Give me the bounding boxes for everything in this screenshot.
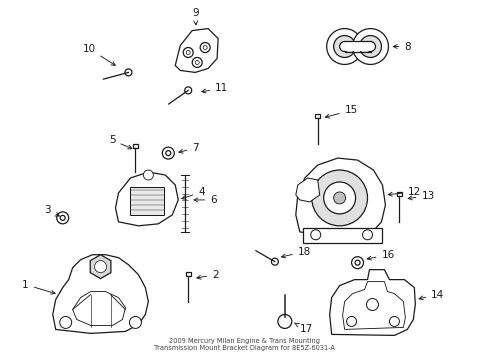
Circle shape bbox=[271, 258, 278, 265]
Text: 3: 3 bbox=[44, 205, 59, 216]
Circle shape bbox=[183, 48, 193, 58]
Text: 10: 10 bbox=[82, 44, 115, 66]
Polygon shape bbox=[175, 28, 218, 72]
Circle shape bbox=[333, 36, 355, 58]
Circle shape bbox=[365, 41, 375, 51]
Circle shape bbox=[60, 316, 72, 328]
Bar bbox=[396, 192, 401, 196]
Polygon shape bbox=[329, 270, 414, 336]
Circle shape bbox=[346, 316, 356, 327]
Text: 6: 6 bbox=[194, 195, 216, 205]
Circle shape bbox=[362, 230, 372, 240]
Bar bbox=[185, 272, 190, 276]
Circle shape bbox=[351, 257, 363, 269]
Circle shape bbox=[359, 36, 381, 58]
Text: 16: 16 bbox=[366, 250, 394, 260]
Polygon shape bbox=[295, 178, 319, 202]
Text: 18: 18 bbox=[281, 247, 310, 258]
Circle shape bbox=[326, 28, 362, 64]
Polygon shape bbox=[115, 172, 178, 226]
Bar bbox=[315, 114, 320, 118]
Circle shape bbox=[143, 170, 153, 180]
Polygon shape bbox=[342, 282, 405, 329]
Circle shape bbox=[352, 28, 387, 64]
Text: 12: 12 bbox=[387, 187, 420, 197]
Bar bbox=[302, 228, 382, 243]
Text: 15: 15 bbox=[325, 105, 357, 118]
Text: 9: 9 bbox=[191, 8, 198, 25]
Text: 14: 14 bbox=[418, 289, 444, 300]
Circle shape bbox=[333, 192, 345, 204]
Circle shape bbox=[129, 316, 141, 328]
Circle shape bbox=[388, 316, 399, 327]
Circle shape bbox=[94, 261, 106, 273]
Circle shape bbox=[354, 260, 359, 265]
Circle shape bbox=[200, 42, 210, 53]
Circle shape bbox=[57, 212, 68, 224]
Circle shape bbox=[165, 150, 170, 156]
Text: 13: 13 bbox=[407, 191, 434, 201]
Polygon shape bbox=[53, 255, 148, 333]
Circle shape bbox=[60, 215, 65, 220]
Circle shape bbox=[192, 58, 202, 67]
Circle shape bbox=[203, 45, 207, 50]
Circle shape bbox=[277, 315, 291, 328]
Circle shape bbox=[323, 182, 355, 214]
Bar bbox=[130, 187, 164, 215]
Circle shape bbox=[310, 230, 320, 240]
Circle shape bbox=[186, 50, 190, 54]
Text: 4: 4 bbox=[182, 187, 204, 199]
Polygon shape bbox=[73, 292, 125, 325]
Circle shape bbox=[162, 147, 174, 159]
Circle shape bbox=[311, 170, 367, 226]
Text: 2009 Mercury Milan Engine & Trans Mounting
Transmission Mount Bracket Diagram fo: 2009 Mercury Milan Engine & Trans Mounti… bbox=[153, 338, 334, 351]
Text: 5: 5 bbox=[109, 135, 132, 149]
Circle shape bbox=[366, 298, 378, 310]
Polygon shape bbox=[90, 255, 111, 279]
Text: 11: 11 bbox=[202, 84, 228, 93]
Circle shape bbox=[195, 60, 199, 64]
Text: 7: 7 bbox=[179, 143, 199, 153]
Bar bbox=[344, 41, 370, 51]
Text: 17: 17 bbox=[294, 323, 312, 334]
Bar bbox=[133, 144, 138, 148]
Text: 1: 1 bbox=[22, 280, 55, 294]
Text: 8: 8 bbox=[392, 41, 410, 51]
Circle shape bbox=[184, 87, 191, 94]
Text: 2: 2 bbox=[197, 270, 218, 280]
Circle shape bbox=[125, 69, 132, 76]
Polygon shape bbox=[295, 158, 385, 238]
Circle shape bbox=[339, 41, 349, 51]
